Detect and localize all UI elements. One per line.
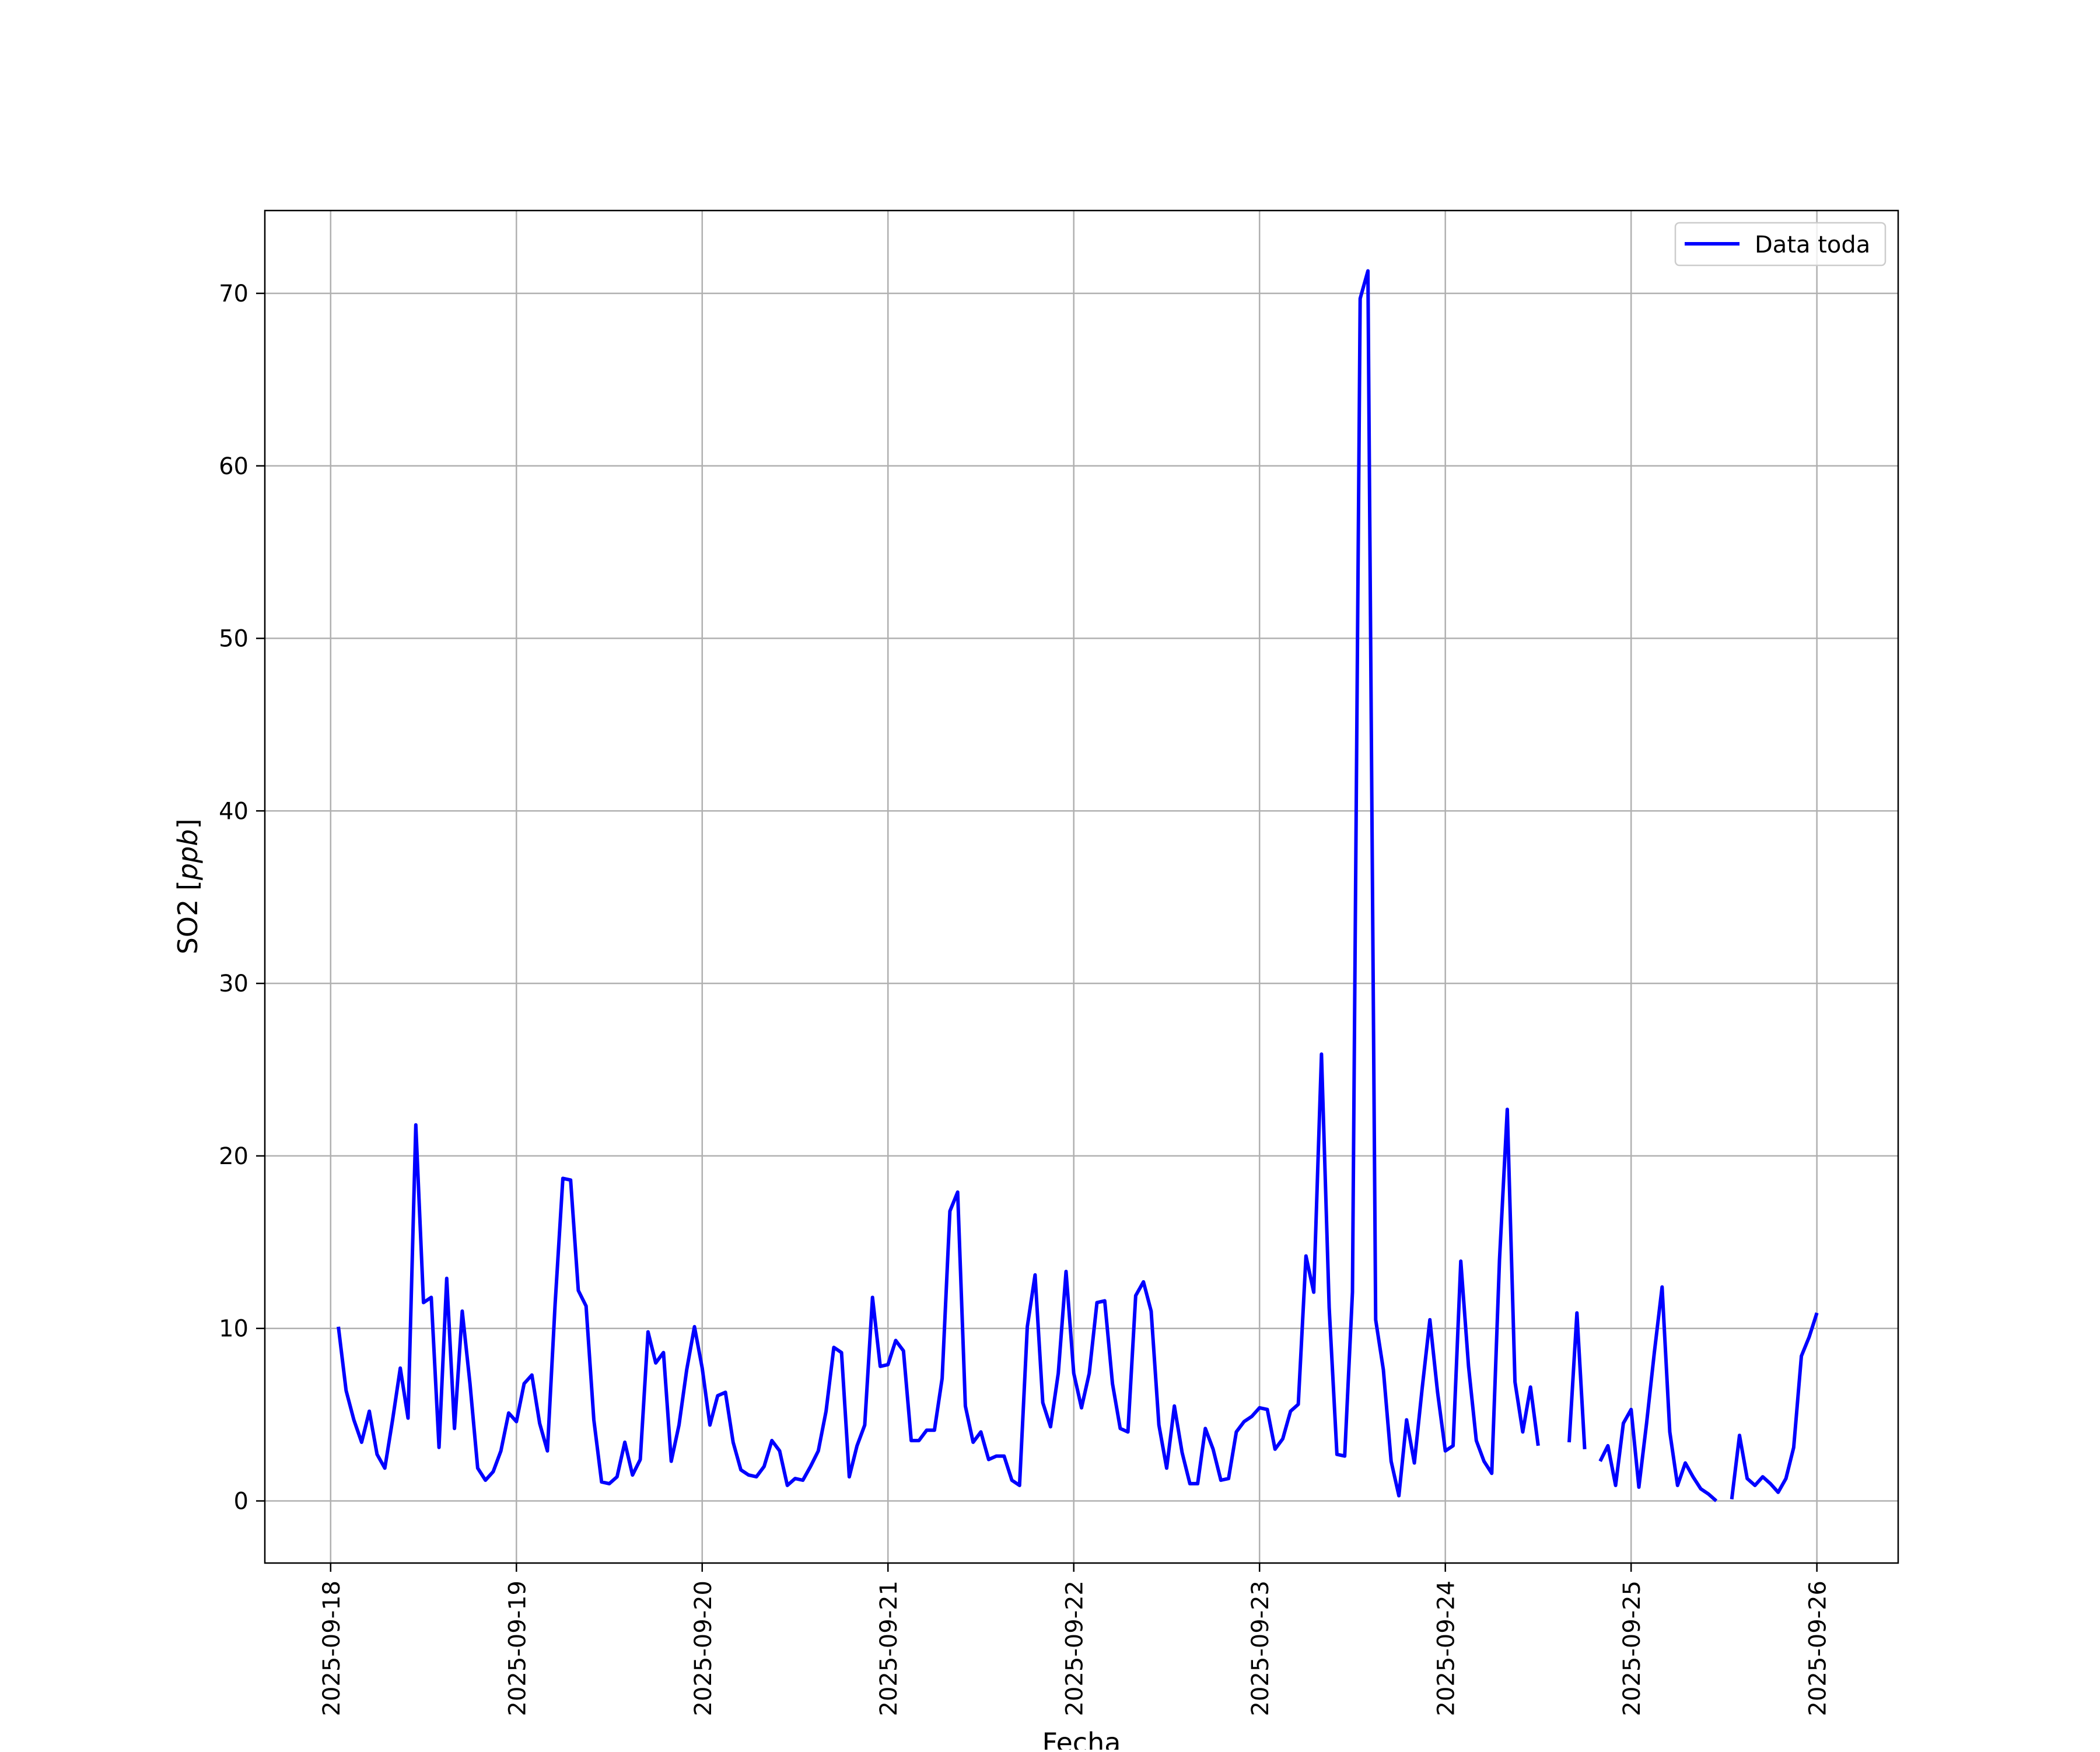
x-tick-label: 2025-09-23: [1247, 1581, 1274, 1716]
x-tick-label: 2025-09-20: [690, 1581, 717, 1716]
x-tick-label: 2025-09-18: [318, 1581, 345, 1716]
x-axis-label: Fecha: [1042, 1727, 1121, 1750]
y-tick-label: 50: [219, 626, 249, 653]
y-tick-label: 70: [219, 281, 249, 307]
y-axis-label-close: ]: [172, 819, 204, 829]
y-tick-label: 0: [234, 1488, 249, 1515]
y-tick-label: 10: [219, 1316, 249, 1343]
x-axis: 2025-09-18 2025-09-19 2025-09-20 2025-09-21…: [318, 1563, 1832, 1716]
series-line-segment: [1567, 1311, 1587, 1449]
y-tick-label: 40: [219, 798, 249, 825]
plot-frame: [264, 209, 1899, 1564]
y-axis-label: SO2 [ppb]: [172, 819, 204, 955]
y-tick-label: 30: [219, 970, 249, 997]
y-axis-label-unit: ppb: [172, 829, 204, 881]
x-tick-label: 2025-09-24: [1433, 1581, 1460, 1716]
legend: Data toda: [1674, 222, 1887, 267]
y-tick-label: 20: [219, 1143, 249, 1170]
x-tick-label: 2025-09-19: [504, 1581, 531, 1716]
x-tick-label: 2025-09-25: [1619, 1581, 1646, 1716]
grid: [265, 211, 1898, 1563]
x-tick-label: 2025-09-26: [1805, 1581, 1832, 1716]
series-line-segment: [1730, 1312, 1819, 1499]
y-tick-label: 60: [219, 453, 249, 480]
series-line-segment: [1598, 1285, 1718, 1502]
x-tick-label: 2025-09-21: [876, 1581, 902, 1716]
legend-label: Data toda: [1755, 232, 1870, 258]
legend-box: [1674, 222, 1887, 267]
x-tick-label: 2025-09-22: [1062, 1581, 1088, 1716]
y-axis: 0 10 20 30 40 50 60 70: [219, 281, 265, 1515]
series-layer: [337, 269, 1819, 1502]
series-line-segment: [337, 269, 1540, 1498]
y-axis-label-text: SO2 [: [172, 880, 204, 954]
